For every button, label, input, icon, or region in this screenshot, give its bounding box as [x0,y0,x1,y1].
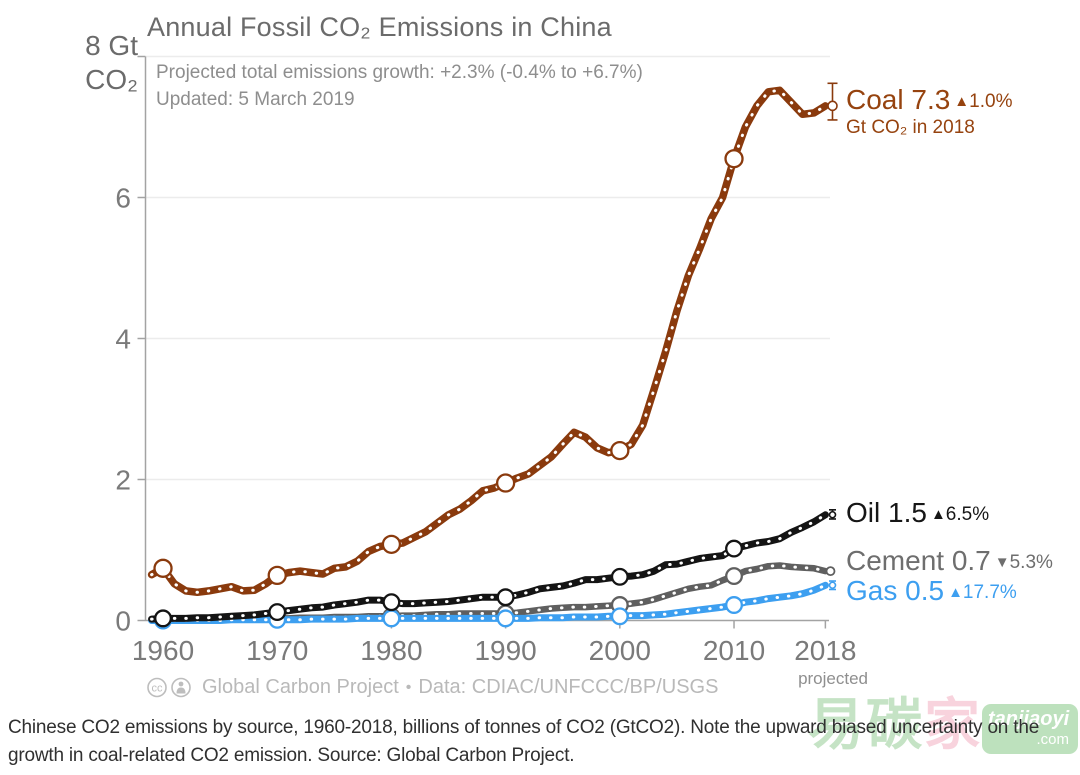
footer-separator: • [405,678,412,696]
caption-line-2: growth in coal-related CO2 emission. Sou… [8,745,575,766]
footer-org: Global Carbon Project [202,676,399,698]
decade-marker [267,565,287,586]
chart-footer: cc Global Carbon Project • Data: CDIAC/U… [147,676,718,699]
watermark-site-badge: tanjiaoyi .com [982,704,1078,754]
watermark-char-1: 易 [808,693,864,756]
x-tick-label: 1990 [474,635,536,666]
watermark-site-name: tanjiaoyi [988,708,1070,730]
x-tick-label: 1970 [246,635,308,666]
y-axis-unit-label: 8 Gt CO₂ [18,29,138,97]
series-line-dots [150,513,827,621]
y-axis-unit: CO₂ [85,64,138,95]
gas-value-label: Gas 0.5 [846,575,945,606]
down-triangle-icon: ▼ [994,554,1010,571]
x-tick-label: 1980 [360,635,422,666]
series-oil [148,509,837,628]
series-label-oil: Oil 1.5 ▲6.5% [846,497,989,529]
y-axis-top-value: 8 Gt [85,30,138,61]
oil-value-label: Oil 1.5 [846,497,927,528]
emissions-line-chart: 0 2 4 6 1960 1970 1980 1990 2000 2010 2018 [115,55,857,666]
decade-marker [495,473,516,493]
updated-date-text: Updated: 5 March 2019 [156,89,355,110]
decade-marker [725,596,743,614]
projection-marker [828,510,837,519]
y-tick-label: 0 [115,606,131,637]
watermark-char-2: 碳 [866,693,922,756]
series-label-coal: Coal 7.3 ▲1.0% Gt CO₂ in 2018 [846,84,1012,139]
x-tick-label: 2000 [589,635,651,666]
y-tick-label: 6 [115,183,131,214]
series-line [147,86,830,597]
cc-by-icons: cc [147,677,191,698]
coal-value-label: Coal 7.3 [846,84,951,115]
oil-change-pct: 6.5% [945,504,990,525]
up-triangle-icon: ▲ [948,584,963,601]
decade-marker [724,149,744,169]
x-tick-label: 1960 [132,635,194,666]
cc-icon-text: cc [152,683,164,695]
coal-unit-subtext: Gt CO₂ in 2018 [846,117,975,138]
decade-marker [610,440,630,461]
image-caption: Chinese CO2 emissions by source, 1960-20… [8,714,1076,770]
chart-subtitle: Projected total emissions growth: +2.3% … [156,59,643,113]
page-title: Annual Fossil CO₂ Emissions in China [147,12,612,42]
decade-marker [610,607,629,626]
x-tick-label: 2018 [794,635,856,666]
cc-icon [147,677,167,698]
decade-marker [381,534,402,555]
decade-marker [610,567,629,586]
series-label-cement: Cement 0.7 ▼5.3% [846,545,1053,577]
decade-marker [268,603,287,621]
up-triangle-icon: ▲ [954,93,970,110]
decade-marker [725,567,743,586]
projected-growth-text: Projected total emissions growth: +2.3% … [156,62,643,83]
x-tick-label: 2010 [703,635,765,666]
caption-line-1: Chinese CO2 emissions by source, 1960-20… [8,717,1040,738]
decade-marker [154,609,172,628]
decade-marker [153,558,173,578]
coal-change-pct: 1.0% [969,91,1013,112]
projection-marker [827,100,838,112]
projection-marker [825,566,836,577]
up-triangle-icon: ▲ [930,506,946,523]
decade-marker [382,609,401,628]
watermark-site-tld: .com [1036,731,1069,748]
decade-marker [725,539,743,558]
by-person-icon [171,677,191,698]
x-axis-projected-label: projected [798,669,868,688]
y-tick-label: 2 [115,465,131,496]
gas-change-pct: 17.7% [962,582,1017,603]
projection-marker [828,581,837,590]
y-tick-label: 4 [115,324,131,355]
watermark-char-3: 家 [924,693,980,756]
series-coal [147,82,838,597]
footer-data-sources: Data: CDIAC/UNFCCC/BP/USGS [418,676,719,698]
watermark: 易 碳 家 tanjiaoyi .com [808,690,1078,760]
series-label-gas: Gas 0.5 ▲17.7% [846,575,1017,607]
decade-marker [496,588,515,607]
series-line [148,581,829,624]
decade-marker [382,593,401,612]
cement-value-label: Cement 0.7 [846,545,991,576]
decade-marker [496,609,515,628]
series-line-dots [150,88,827,594]
cement-change-pct: 5.3% [1009,552,1053,573]
